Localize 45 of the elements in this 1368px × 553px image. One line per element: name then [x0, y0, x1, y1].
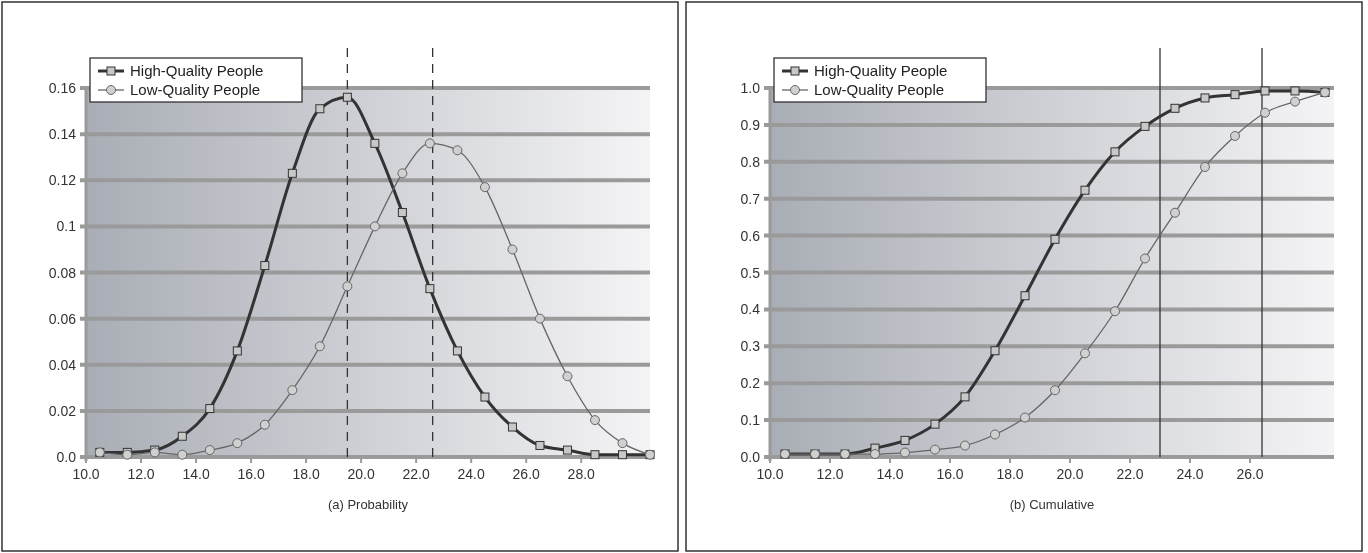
x-axis-title: (a) Probability — [327, 497, 409, 512]
y-tick-label: 0.8 — [740, 153, 761, 170]
y-tick-label: 0.4 — [740, 301, 761, 318]
x-tick-label: 20.0 — [347, 466, 375, 482]
x-tick-label: 24.0 — [1176, 466, 1204, 482]
x-axis-title: (b) Cumulative — [1009, 497, 1095, 512]
x-tick-label: 16.0 — [237, 466, 265, 482]
x-tick-label: 14.0 — [876, 466, 904, 482]
legend-label: Low-Quality People — [130, 81, 261, 98]
x-tick-label: 10.0 — [756, 466, 784, 482]
x-tick-label: 18.0 — [292, 466, 320, 482]
y-tick-label: 0.1 — [56, 218, 77, 235]
x-tick-label: 24.0 — [457, 466, 486, 482]
y-tick-label: 1.0 — [740, 80, 761, 96]
x-tick-label: 26.0 — [512, 466, 541, 482]
y-tick-label: 0.04 — [48, 356, 77, 373]
y-tick-label: 0.14 — [48, 126, 77, 143]
legend-label: High-Quality People — [130, 62, 264, 79]
y-tick-label: 0.1 — [740, 412, 761, 429]
x-tick-label: 16.0 — [936, 466, 964, 482]
x-tick-label: 26.0 — [1236, 466, 1264, 482]
y-tick-label: 0.5 — [740, 264, 761, 281]
x-tick-label: 22.0 — [402, 466, 430, 482]
y-tick-label: 0.16 — [48, 80, 77, 96]
legend-label: High-Quality People — [814, 62, 948, 79]
x-tick-label: 20.0 — [1056, 466, 1084, 482]
x-tick-label: 14.0 — [182, 466, 210, 482]
x-tick-label: 12.0 — [816, 466, 844, 482]
x-tick-label: 18.0 — [996, 466, 1024, 482]
x-tick-label: 10.0 — [72, 466, 100, 482]
y-tick-label: 0.0 — [740, 449, 761, 465]
y-tick-label: 0.0 — [56, 449, 77, 465]
y-tick-label: 0.9 — [740, 116, 761, 133]
y-tick-label: 0.6 — [740, 227, 761, 244]
legend-label: Low-Quality People — [814, 81, 945, 98]
y-tick-label: 0.2 — [740, 375, 761, 392]
y-tick-label: 0.06 — [48, 310, 77, 327]
y-tick-label: 0.7 — [740, 190, 761, 207]
y-tick-label: 0.08 — [48, 264, 77, 281]
x-tick-label: 22.0 — [1116, 466, 1144, 482]
y-tick-label: 0.12 — [48, 172, 77, 189]
x-tick-label: 12.0 — [127, 466, 155, 482]
x-tick-label: 28.0 — [567, 466, 596, 482]
y-tick-label: 0.02 — [48, 402, 77, 419]
y-tick-label: 0.3 — [740, 338, 761, 355]
